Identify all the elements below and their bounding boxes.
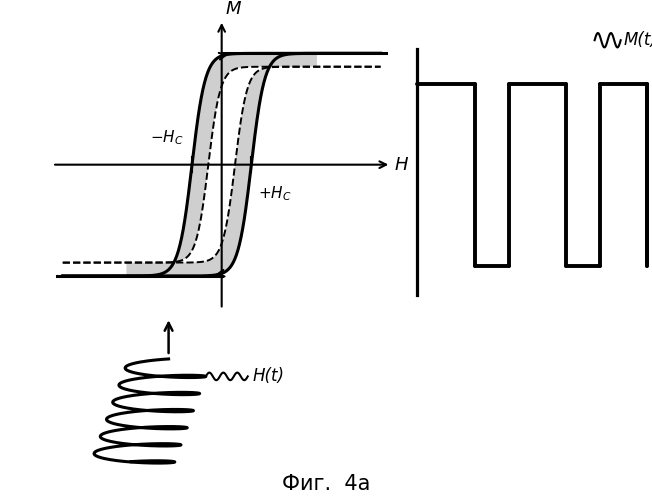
- Text: H(t): H(t): [252, 367, 284, 385]
- Text: M(t): M(t): [623, 31, 652, 49]
- Text: $+H_C$: $+H_C$: [258, 185, 291, 204]
- Text: Фиг.  4a: Фиг. 4a: [282, 474, 370, 494]
- Text: M: M: [226, 0, 241, 18]
- Text: $-H_C$: $-H_C$: [150, 128, 184, 147]
- Text: H: H: [394, 156, 408, 174]
